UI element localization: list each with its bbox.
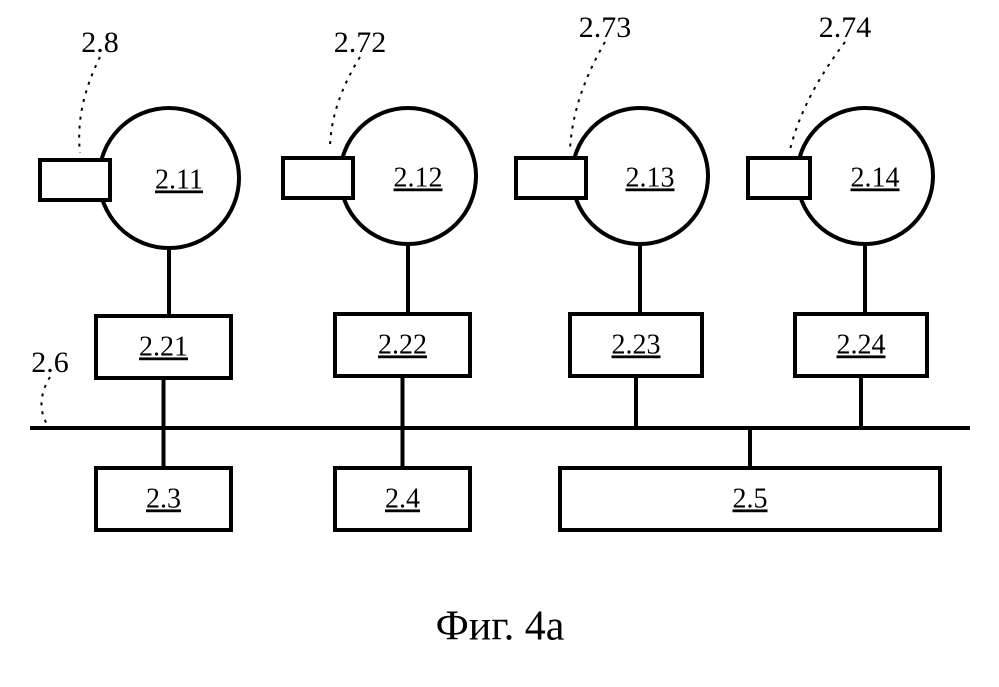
mid-rect-label: 2.21 [139, 331, 188, 362]
small-rect-node [40, 160, 110, 200]
bottom-rect-label: 2.5 [733, 483, 768, 514]
mid-rect-label: 2.23 [612, 329, 661, 360]
callout-label: 2.72 [334, 26, 387, 59]
callout-leader [79, 57, 100, 153]
circle-node-label: 2.12 [394, 162, 443, 193]
callout-label: 2.6 [31, 346, 69, 379]
mid-rect-label: 2.22 [378, 329, 427, 360]
bottom-rect-label: 2.3 [146, 483, 181, 514]
small-rect-node [283, 158, 353, 198]
figure-caption: Фиг. 4a [436, 604, 565, 650]
mid-rect-label: 2.24 [837, 329, 886, 360]
circle-node-label: 2.13 [626, 162, 675, 193]
small-rect-node [516, 158, 586, 198]
small-rect-node [748, 158, 810, 198]
callout-label: 2.8 [81, 26, 119, 59]
figure-diagram: 2.11 2.12 2.13 2.14 2.21 2.22 2.23 2.24 2.3 2.4 2.… [0, 0, 999, 687]
bottom-rect-label: 2.4 [385, 483, 420, 514]
circle-node-label: 2.14 [851, 162, 900, 193]
circle-node-label: 2.11 [155, 164, 203, 195]
callout-label: 2.74 [819, 11, 872, 44]
callout-label: 2.73 [579, 11, 632, 44]
callout-leader [41, 377, 50, 426]
